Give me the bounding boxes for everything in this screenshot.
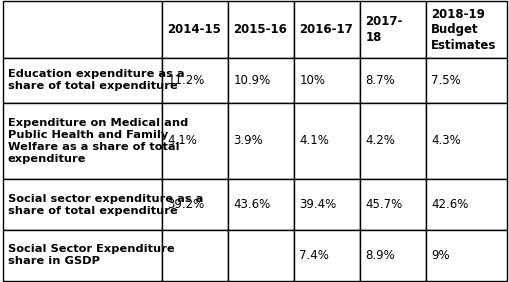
Text: 2015-16: 2015-16 [233,23,287,36]
Bar [3,58,162,103]
Text: 2016-17: 2016-17 [299,23,352,36]
Bar [359,103,426,179]
Bar [3,103,162,179]
Text: 2014-15: 2014-15 [167,23,221,36]
Text: 39.4%: 39.4% [299,198,336,211]
Bar [162,179,228,230]
Text: 4.3%: 4.3% [431,135,460,147]
Text: 11.2%: 11.2% [167,74,205,87]
Bar [359,179,426,230]
Bar [162,1,228,58]
Bar [426,230,506,281]
Bar [294,230,359,281]
Bar [359,1,426,58]
Bar [162,103,228,179]
Bar [228,58,294,103]
Text: Social Sector Expenditure
share in GSDP: Social Sector Expenditure share in GSDP [8,244,174,266]
Text: 10.9%: 10.9% [233,74,270,87]
Text: 7.5%: 7.5% [431,74,460,87]
Bar [359,58,426,103]
Text: 2017-
18: 2017- 18 [364,15,402,44]
Bar [426,58,506,103]
Text: 4.1%: 4.1% [299,135,329,147]
Bar [228,230,294,281]
Text: 10%: 10% [299,74,325,87]
Bar [294,1,359,58]
Text: 3.9%: 3.9% [233,135,263,147]
Text: 9%: 9% [431,249,449,262]
Text: 42.6%: 42.6% [431,198,468,211]
Text: 39.2%: 39.2% [167,198,204,211]
Bar [3,230,162,281]
Bar [426,103,506,179]
Bar [294,103,359,179]
Bar [359,230,426,281]
Bar [228,103,294,179]
Bar [3,1,162,58]
Text: 45.7%: 45.7% [364,198,402,211]
Bar [228,179,294,230]
Bar [162,58,228,103]
Text: 2018-19
Budget
Estimates: 2018-19 Budget Estimates [431,8,496,52]
Bar [162,230,228,281]
Text: 8.7%: 8.7% [364,74,394,87]
Bar [294,179,359,230]
Bar [426,179,506,230]
Text: Education expenditure as a
share of total expenditure: Education expenditure as a share of tota… [8,69,184,91]
Bar [426,1,506,58]
Text: Social sector expenditure as a
share of total expenditure: Social sector expenditure as a share of … [8,194,203,216]
Text: 43.6%: 43.6% [233,198,270,211]
Text: Expenditure on Medical and
Public Health and Family
Welfare as a share of total
: Expenditure on Medical and Public Health… [8,118,187,164]
Bar [3,179,162,230]
Bar [294,58,359,103]
Text: 7.4%: 7.4% [299,249,329,262]
Text: 4.1%: 4.1% [167,135,197,147]
Text: 8.9%: 8.9% [364,249,394,262]
Text: 4.2%: 4.2% [364,135,394,147]
Bar [228,1,294,58]
